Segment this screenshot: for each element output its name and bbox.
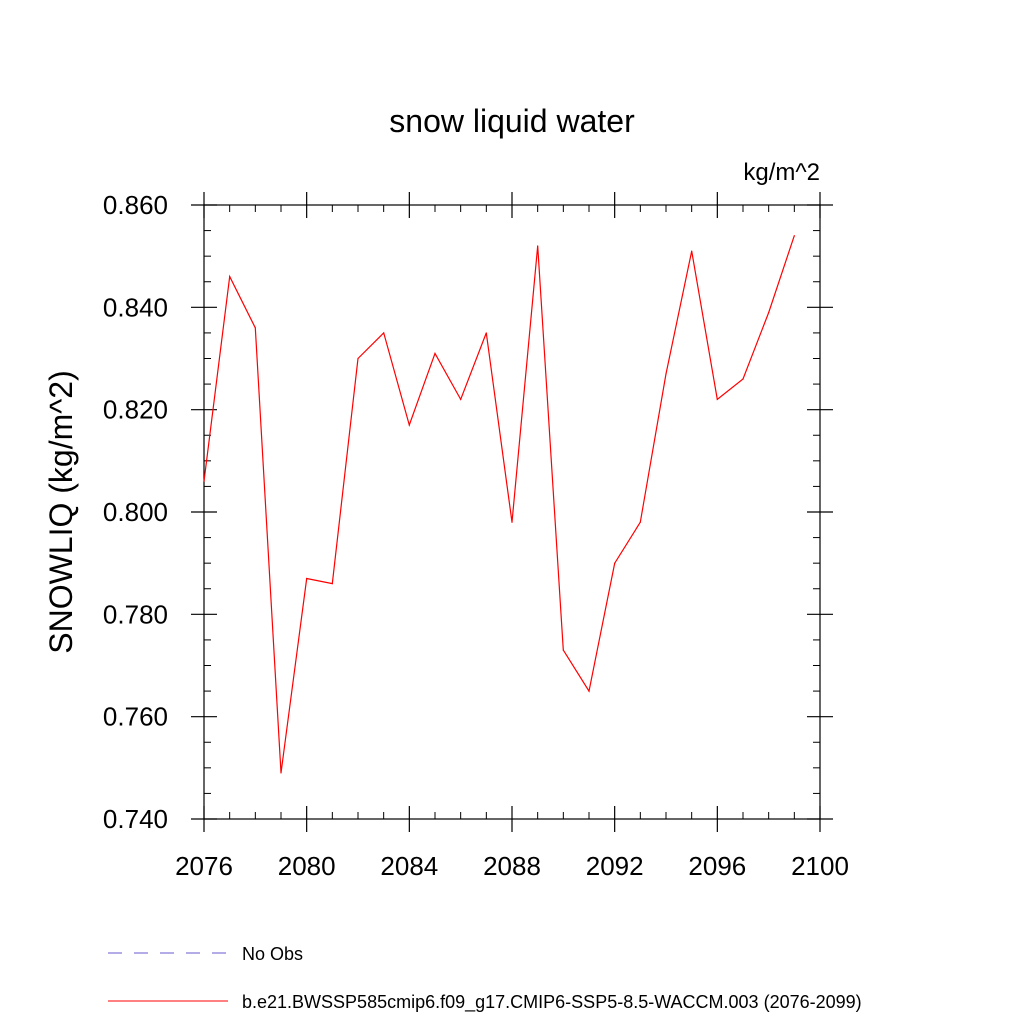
y-axis-label: SNOWLIQ (kg/m^2) [43, 370, 79, 653]
x-tick-label: 2080 [278, 851, 336, 881]
y-tick-label: 0.860 [103, 190, 168, 220]
y-tick-label: 0.800 [103, 497, 168, 527]
legend-label: No Obs [242, 944, 303, 964]
data-point [203, 480, 205, 482]
data-point [331, 583, 333, 585]
series-line [203, 235, 795, 773]
y-tick-label: 0.740 [103, 804, 168, 834]
data-point [588, 690, 590, 692]
data-point [793, 235, 795, 237]
data-point [229, 276, 231, 278]
data-point [511, 521, 513, 523]
y-tick-label: 0.840 [103, 292, 168, 322]
x-tick-label: 2088 [483, 851, 541, 881]
data-point [537, 245, 539, 247]
x-tick-label: 2096 [688, 851, 746, 881]
plot-frame [203, 204, 821, 820]
data-point [614, 562, 616, 564]
chart-title: snow liquid water [389, 103, 635, 139]
legend: No Obs b.e21.BWSSP585cmip6.f09_g17.CMIP6-… [108, 944, 862, 1013]
data-point [716, 398, 718, 401]
x-tick-label: 2076 [175, 851, 233, 881]
data-point [254, 327, 256, 329]
data-point [562, 649, 564, 651]
data-point [665, 373, 667, 375]
y-tick-label: 0.820 [103, 395, 168, 425]
y-tick-label: 0.760 [103, 702, 168, 732]
x-tick-label: 2084 [380, 851, 438, 881]
data-point [768, 311, 770, 314]
x-tick-label: 2100 [791, 851, 849, 881]
data-point [383, 332, 385, 334]
axes: 2076 2080 2084 2088 2092 2096 2100 0.740 0.760 0.… [103, 190, 849, 881]
data-point [357, 357, 359, 360]
data-point [460, 398, 462, 401]
data-point [742, 378, 744, 380]
data-point [639, 521, 641, 523]
x-tick-label: 2092 [586, 851, 644, 881]
series-group [203, 235, 795, 774]
data-point [280, 772, 282, 774]
legend-label: b.e21.BWSSP585cmip6.f09_g17.CMIP6-SSP5-8… [242, 992, 862, 1013]
data-point [485, 332, 487, 334]
data-point [408, 424, 410, 426]
data-point [691, 250, 693, 252]
units-label: kg/m^2 [743, 159, 820, 186]
data-point [306, 577, 308, 580]
data-point [434, 352, 436, 354]
y-tick-label: 0.780 [103, 599, 168, 629]
